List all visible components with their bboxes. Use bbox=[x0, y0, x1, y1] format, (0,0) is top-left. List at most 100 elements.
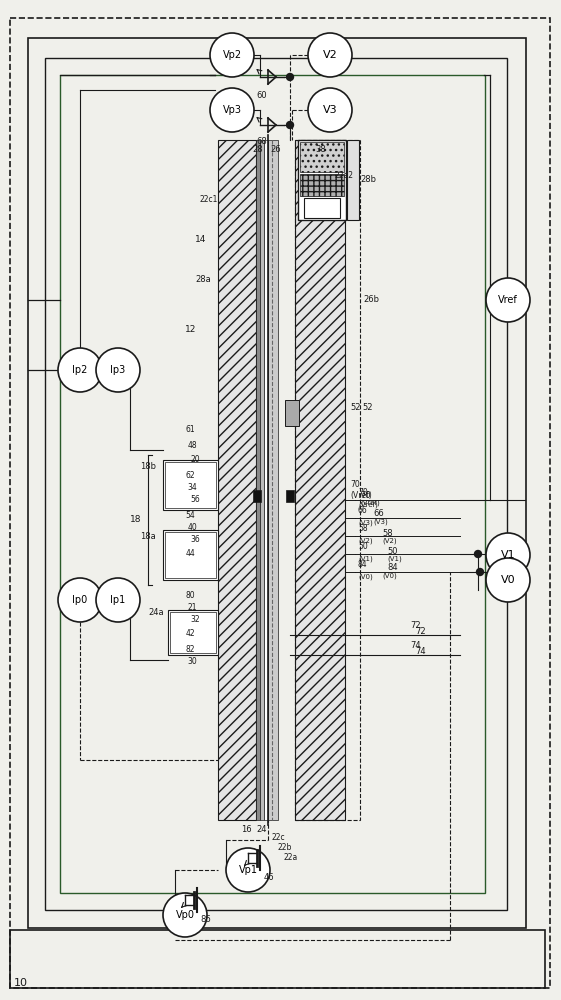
Text: Vp3: Vp3 bbox=[223, 105, 241, 115]
Text: Ip0: Ip0 bbox=[72, 595, 88, 605]
Bar bbox=[165, 462, 216, 508]
Circle shape bbox=[287, 121, 293, 128]
Circle shape bbox=[96, 578, 140, 622]
Circle shape bbox=[308, 33, 352, 77]
Bar bbox=[60, 75, 485, 893]
Text: (V0): (V0) bbox=[382, 573, 397, 579]
Bar bbox=[10, 930, 545, 988]
Text: 52: 52 bbox=[362, 403, 373, 412]
Text: 84: 84 bbox=[387, 564, 398, 572]
Text: 70
(Vref): 70 (Vref) bbox=[350, 480, 372, 500]
Circle shape bbox=[226, 848, 270, 892]
Bar bbox=[304, 198, 340, 218]
Text: 10: 10 bbox=[14, 978, 28, 988]
Circle shape bbox=[163, 893, 207, 937]
Text: V3: V3 bbox=[323, 105, 337, 115]
Circle shape bbox=[476, 568, 484, 576]
Text: 40: 40 bbox=[187, 524, 197, 532]
Text: 22c: 22c bbox=[272, 834, 286, 842]
Text: 22b: 22b bbox=[278, 844, 292, 852]
Bar bbox=[295, 140, 360, 820]
Circle shape bbox=[287, 74, 293, 81]
Text: 58: 58 bbox=[358, 524, 367, 533]
Bar bbox=[163, 460, 218, 510]
Text: 42: 42 bbox=[185, 629, 195, 638]
Text: (Vref): (Vref) bbox=[360, 500, 380, 506]
Text: 18: 18 bbox=[130, 516, 141, 524]
Text: 66: 66 bbox=[373, 510, 384, 518]
Text: 52: 52 bbox=[350, 403, 361, 412]
Text: (V0): (V0) bbox=[358, 574, 373, 580]
Bar bbox=[45, 58, 507, 910]
Text: 82: 82 bbox=[186, 646, 195, 654]
Text: V1: V1 bbox=[500, 550, 516, 560]
Text: (V1): (V1) bbox=[387, 556, 402, 562]
Text: 22a2: 22a2 bbox=[335, 170, 354, 180]
Bar bbox=[300, 174, 344, 196]
Text: 70: 70 bbox=[358, 488, 368, 497]
Text: 66: 66 bbox=[358, 506, 368, 515]
Bar bbox=[256, 140, 260, 820]
Text: 72: 72 bbox=[415, 628, 426, 637]
Text: Ip2: Ip2 bbox=[72, 365, 88, 375]
Text: (V2): (V2) bbox=[358, 538, 373, 544]
Circle shape bbox=[486, 558, 530, 602]
Bar bbox=[268, 140, 278, 820]
Text: 58: 58 bbox=[382, 528, 393, 538]
Text: (V3): (V3) bbox=[373, 519, 388, 525]
Bar bbox=[295, 140, 345, 820]
Text: 70: 70 bbox=[360, 490, 371, 499]
Text: 28a: 28a bbox=[195, 275, 211, 284]
Text: Ip1: Ip1 bbox=[111, 595, 126, 605]
Circle shape bbox=[58, 578, 102, 622]
Text: 74: 74 bbox=[410, 641, 421, 650]
Circle shape bbox=[96, 348, 140, 392]
Text: 32: 32 bbox=[190, 615, 200, 624]
Bar bbox=[285, 400, 299, 426]
Text: 68: 68 bbox=[256, 137, 266, 146]
Bar bbox=[218, 140, 256, 820]
Bar bbox=[260, 140, 264, 820]
Circle shape bbox=[475, 550, 481, 558]
Text: 38: 38 bbox=[315, 145, 326, 154]
Text: 26b: 26b bbox=[363, 296, 379, 304]
Text: 50: 50 bbox=[387, 546, 398, 556]
Text: 18a: 18a bbox=[140, 532, 156, 541]
Bar bbox=[163, 530, 218, 580]
Bar bbox=[347, 140, 359, 220]
Circle shape bbox=[486, 278, 530, 322]
Text: (V1): (V1) bbox=[358, 556, 373, 562]
Text: 60: 60 bbox=[256, 91, 266, 100]
Text: Vp2: Vp2 bbox=[223, 50, 242, 60]
Text: 61: 61 bbox=[185, 426, 195, 434]
Circle shape bbox=[210, 33, 254, 77]
Text: Vref: Vref bbox=[498, 295, 518, 305]
Bar bbox=[264, 140, 268, 820]
Text: 80: 80 bbox=[185, 590, 195, 599]
Circle shape bbox=[210, 88, 254, 132]
Text: 44: 44 bbox=[185, 548, 195, 558]
Text: (Vref): (Vref) bbox=[358, 502, 378, 508]
Text: 86: 86 bbox=[200, 916, 211, 924]
Text: 56: 56 bbox=[190, 495, 200, 504]
Text: 22c1: 22c1 bbox=[200, 196, 218, 205]
Text: 62: 62 bbox=[185, 471, 195, 480]
Text: 74: 74 bbox=[415, 648, 426, 656]
Text: 50: 50 bbox=[358, 542, 368, 551]
Text: Ip3: Ip3 bbox=[111, 365, 126, 375]
Text: 54: 54 bbox=[185, 510, 195, 520]
Text: 20: 20 bbox=[190, 456, 200, 464]
Text: 14: 14 bbox=[195, 235, 206, 244]
Text: 24a: 24a bbox=[148, 608, 164, 617]
Text: 26: 26 bbox=[270, 145, 280, 154]
Circle shape bbox=[58, 348, 102, 392]
Bar bbox=[170, 612, 216, 653]
Text: 12: 12 bbox=[185, 326, 196, 334]
Text: Vp1: Vp1 bbox=[238, 865, 257, 875]
Text: 34: 34 bbox=[187, 484, 197, 492]
Bar bbox=[298, 140, 346, 220]
Bar bbox=[253, 490, 261, 502]
Text: 16: 16 bbox=[241, 826, 251, 834]
Bar bbox=[28, 38, 526, 928]
Text: V0: V0 bbox=[500, 575, 516, 585]
